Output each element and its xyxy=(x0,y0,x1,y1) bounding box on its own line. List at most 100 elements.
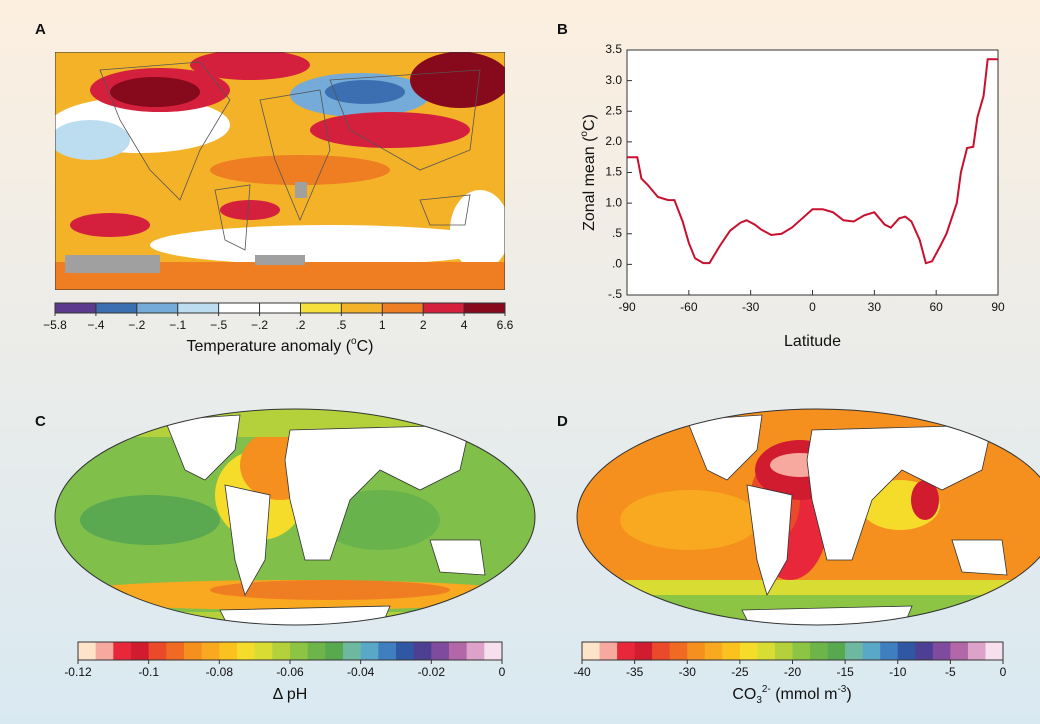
colorbar-segment xyxy=(862,642,881,660)
x-tick-label: -90 xyxy=(618,300,636,314)
colorbar-segment xyxy=(343,642,361,660)
colorbar-segment xyxy=(113,642,132,660)
colorbar-label: -0.12 xyxy=(64,665,92,679)
colorbar-label: -15 xyxy=(836,665,854,679)
colorbar-label: −.1 xyxy=(169,318,186,332)
map-outline xyxy=(576,408,1040,626)
label-part: (mmol m xyxy=(771,686,838,703)
colorbar-segment xyxy=(897,642,916,660)
label-part: Zonal mean ( xyxy=(581,136,598,231)
label-part: o xyxy=(351,336,357,347)
colorbar-label: -30 xyxy=(679,665,697,679)
colorbar-segment xyxy=(484,642,503,660)
y-tick-label: 2.0 xyxy=(605,134,622,148)
panel-label: B xyxy=(557,21,568,38)
label-part: Δ pH xyxy=(273,686,308,703)
colorbar-segment xyxy=(582,642,600,660)
colorbar-segment xyxy=(634,642,653,660)
y-tick-label: 2.5 xyxy=(605,103,622,117)
colorbar-segment xyxy=(360,642,379,660)
colorbar-segment xyxy=(300,303,342,313)
colorbar-segment xyxy=(431,642,450,660)
colorbar-segment xyxy=(880,642,899,660)
colorbar-segment xyxy=(687,642,706,660)
colorbar-segment xyxy=(201,642,220,660)
colorbar-segment xyxy=(219,642,238,660)
colorbar-label: -20 xyxy=(784,665,802,679)
colorbar-segment xyxy=(845,642,863,660)
colorbar-segment xyxy=(774,642,793,660)
colorbar-segment xyxy=(272,642,291,660)
map-a xyxy=(55,52,505,290)
colorbar-label: .5 xyxy=(336,318,346,332)
colorbar-segment xyxy=(396,642,414,660)
colorbar-segment xyxy=(131,642,149,660)
label-part: Temperature anomaly ( xyxy=(187,338,352,355)
colorbar-label: -40 xyxy=(573,665,591,679)
x-tick-label: 90 xyxy=(991,300,1005,314)
colorbar-label: −.2 xyxy=(251,318,268,332)
colorbar-segment xyxy=(669,642,688,660)
colorbar-segment xyxy=(55,303,97,313)
colorbar-label: −5.8 xyxy=(43,318,67,332)
x-tick-label: 60 xyxy=(929,300,943,314)
colorbar-segment xyxy=(254,642,273,660)
colorbar-segment xyxy=(985,642,1004,660)
y-tick-label: 1.0 xyxy=(605,195,622,209)
colorbar-segment xyxy=(739,642,758,660)
axis-title: Δ pH xyxy=(273,686,308,703)
colorbar-segment xyxy=(259,303,301,313)
colorbar-label: -0.06 xyxy=(276,665,304,679)
colorbar-segment xyxy=(378,642,397,660)
colorbar-label: −.5 xyxy=(210,318,227,332)
colorbar-label: -35 xyxy=(626,665,644,679)
colorbar-segment xyxy=(915,642,934,660)
label-part: CO xyxy=(732,686,756,703)
colorbar-segment xyxy=(148,642,167,660)
y-tick-label: 1.5 xyxy=(605,165,622,179)
colorbar-segment xyxy=(184,642,202,660)
colorbar-segment xyxy=(341,303,383,313)
colorbar-label: 2 xyxy=(420,318,427,332)
colorbar-segment xyxy=(177,303,219,313)
label-part: C) xyxy=(581,114,598,131)
x-tick-label: -60 xyxy=(680,300,698,314)
colorbar-segment xyxy=(449,642,467,660)
axis-title: Zonal mean (oC) xyxy=(579,114,598,231)
label-part: C) xyxy=(357,338,374,355)
colorbar-label: 6.6 xyxy=(497,318,514,332)
panel-label: D xyxy=(557,413,568,430)
data-line xyxy=(627,58,998,265)
label-part: o xyxy=(579,131,590,137)
colorbar-segment xyxy=(237,642,255,660)
colorbar-segment xyxy=(810,642,828,660)
axis-title: Temperature anomaly (oC) xyxy=(187,336,374,355)
y-tick-label: 3.0 xyxy=(605,73,622,87)
colorbar-label: -5 xyxy=(945,665,956,679)
colorbar-segment xyxy=(423,303,465,313)
label-part: 3 xyxy=(756,695,762,706)
colorbar-segment xyxy=(652,642,671,660)
colorbar-segment xyxy=(932,642,951,660)
colorbar-segment xyxy=(757,642,776,660)
colorbar-label: .2 xyxy=(295,318,305,332)
colorbar-segment xyxy=(950,642,969,660)
colorbar-segment xyxy=(307,642,326,660)
colorbar-segment xyxy=(290,642,308,660)
map-d xyxy=(577,409,1040,625)
colorbar-label: -25 xyxy=(731,665,749,679)
plot-frame xyxy=(626,49,999,296)
colorbar-segment xyxy=(967,642,986,660)
panel-label: A xyxy=(35,21,46,38)
colorbar-segment xyxy=(466,642,485,660)
colorbar-segment xyxy=(464,303,506,313)
colorbar-segment xyxy=(382,303,424,313)
colorbar-segment xyxy=(599,642,618,660)
colorbar-segment xyxy=(218,303,260,313)
colorbar-segment xyxy=(136,303,179,313)
colorbar-segment xyxy=(827,642,846,660)
colorbar-segment xyxy=(413,642,432,660)
colorbar-label: 4 xyxy=(461,318,468,332)
colorbar-label: 0 xyxy=(499,665,506,679)
